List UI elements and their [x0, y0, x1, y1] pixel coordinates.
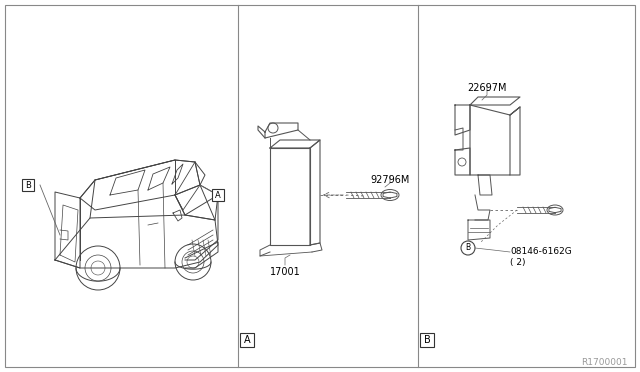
Text: ( 2): ( 2) [510, 257, 525, 266]
Text: B: B [424, 335, 430, 345]
Bar [420, 333, 434, 347]
Text: 22697M: 22697M [467, 83, 507, 93]
Text: 92796M: 92796M [371, 175, 410, 185]
Text: B: B [25, 180, 31, 189]
Bar [22, 179, 34, 191]
Text: R1700001: R1700001 [582, 358, 628, 367]
Text: 17001: 17001 [269, 267, 300, 277]
Text: B: B [465, 244, 470, 253]
Bar [212, 189, 224, 201]
Bar [240, 333, 254, 347]
Text: A: A [215, 190, 221, 199]
Text: 08146-6162G: 08146-6162G [510, 247, 572, 257]
Text: A: A [244, 335, 250, 345]
